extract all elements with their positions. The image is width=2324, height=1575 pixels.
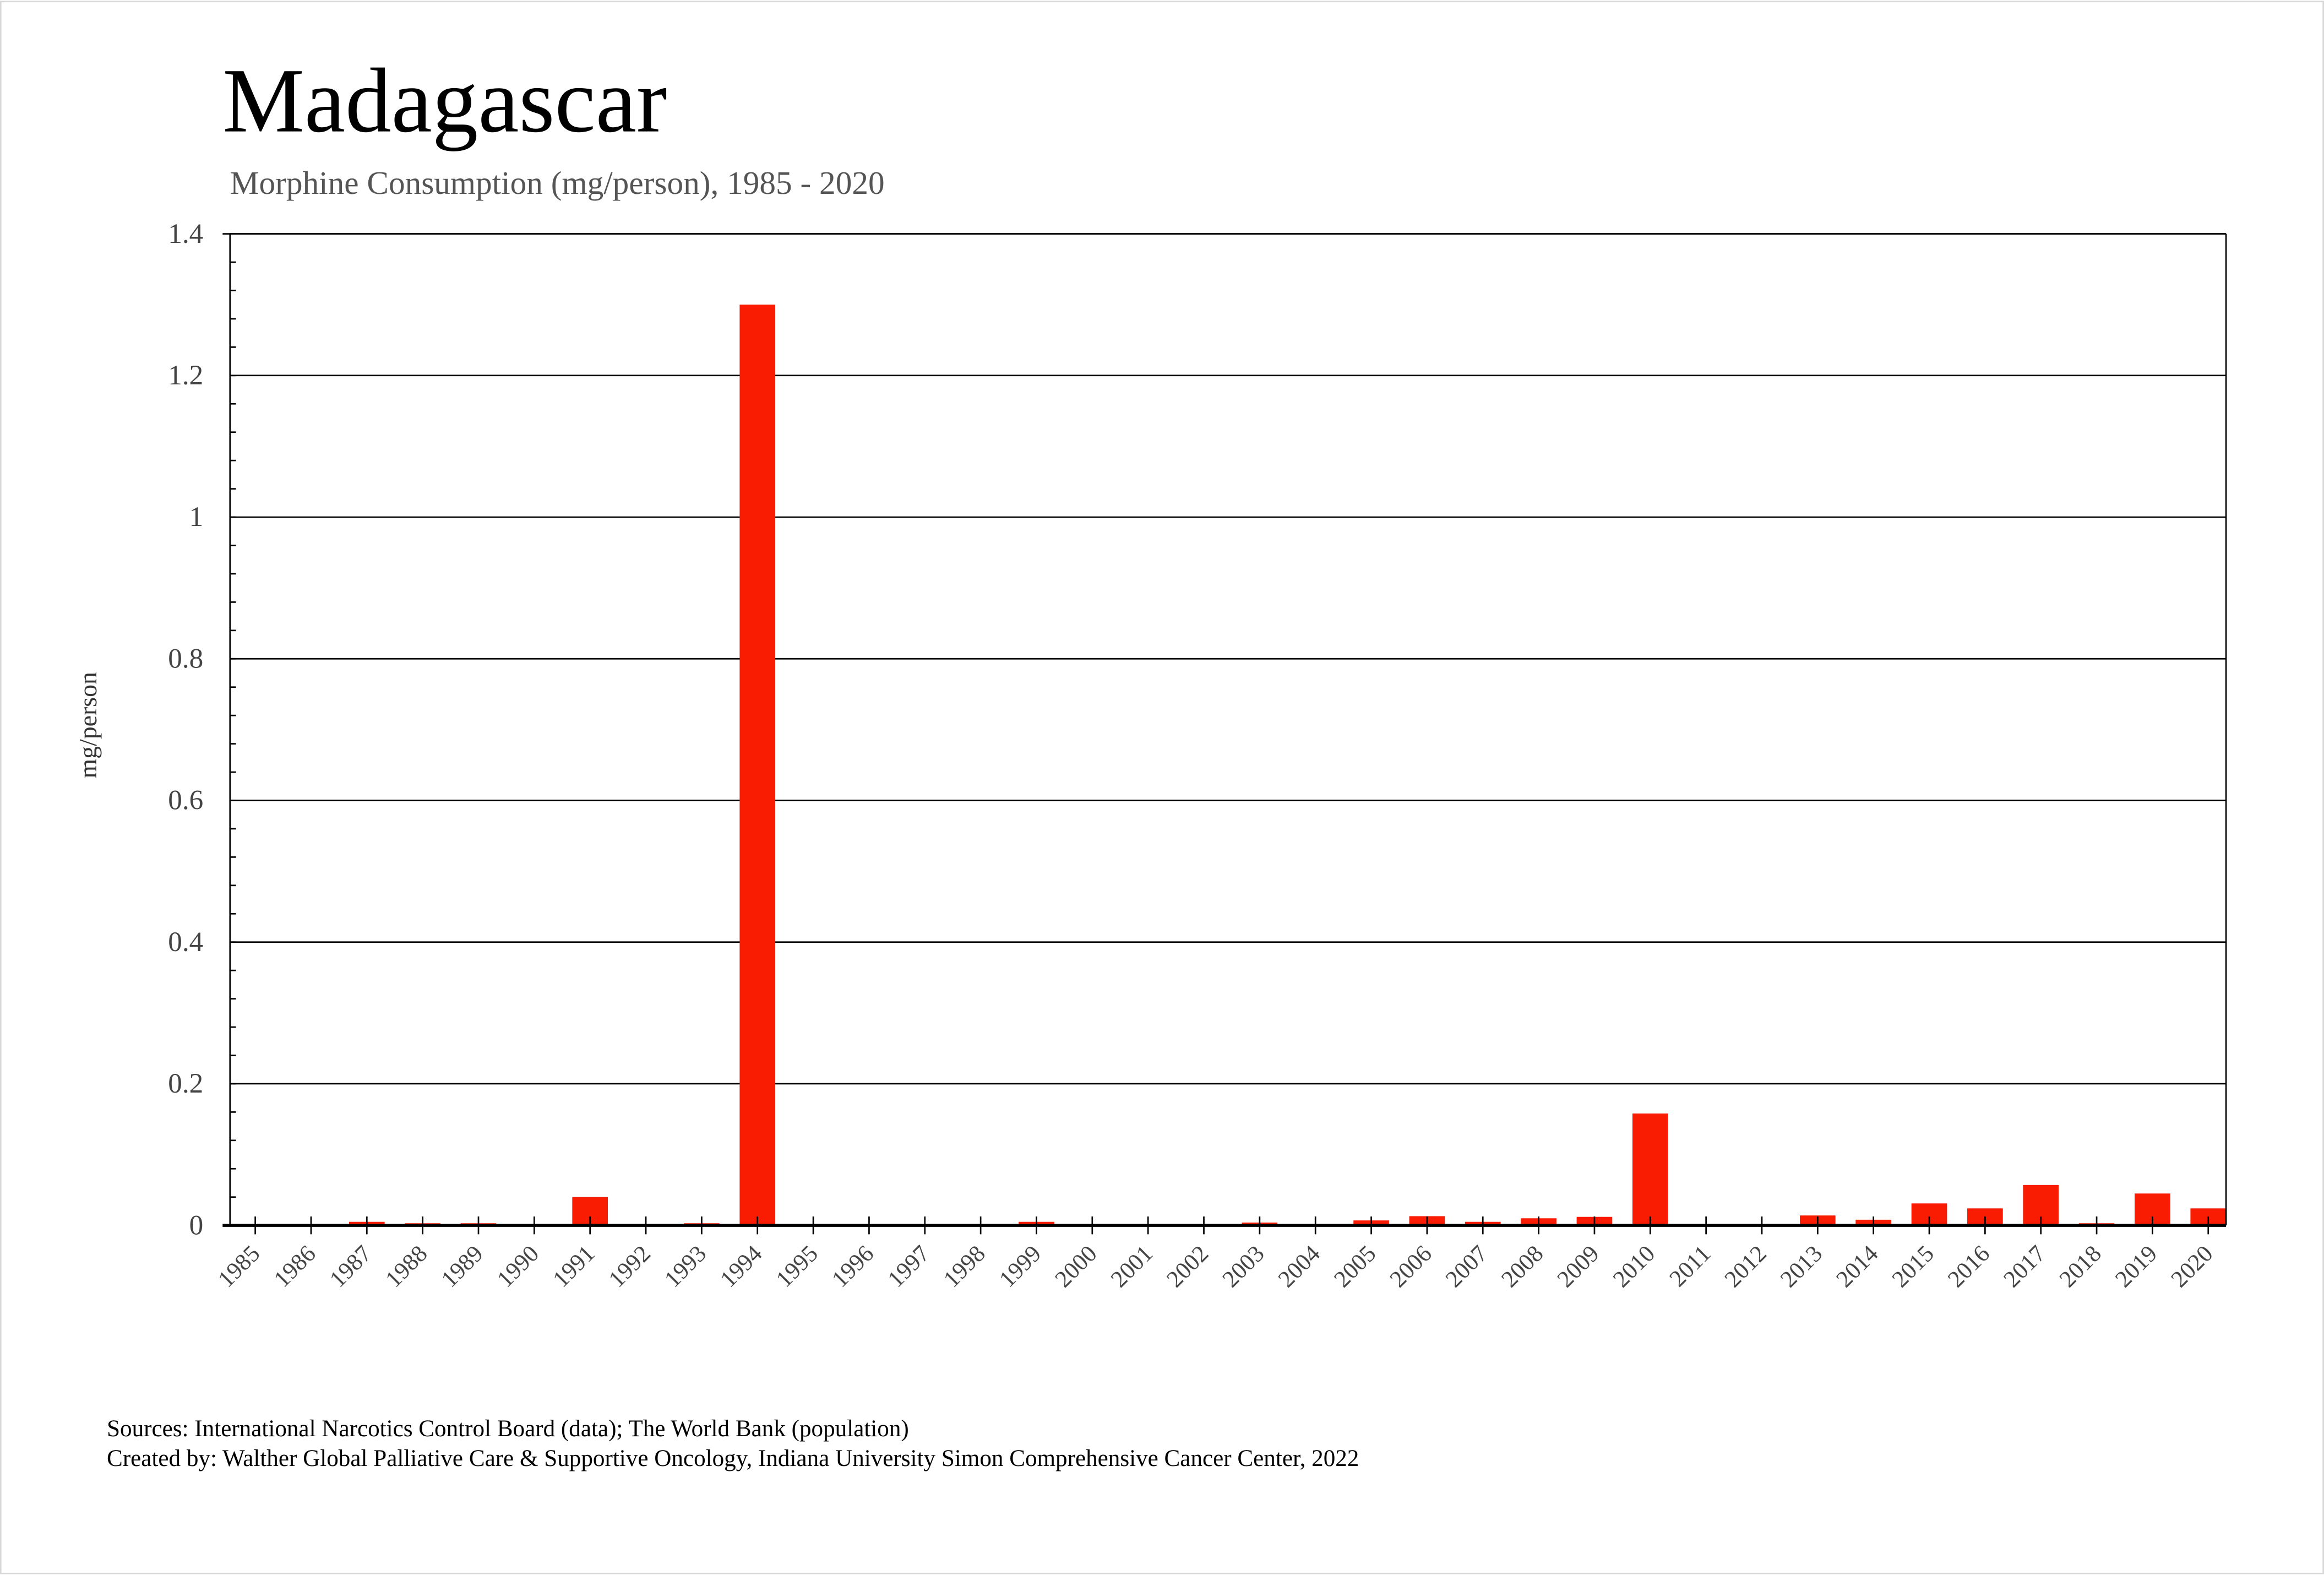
y-tick-label: 1.2 <box>168 360 203 391</box>
y-tick-label: 1 <box>189 501 204 533</box>
bar-1994 <box>739 305 776 1226</box>
chart-subtitle: Morphine Consumption (mg/person), 1985 -… <box>230 165 885 201</box>
y-tick-label: 1.4 <box>168 218 203 249</box>
y-tick-label: 0 <box>189 1209 204 1241</box>
axes <box>222 233 2227 1235</box>
footer-sources: Sources: International Narcotics Control… <box>107 1416 909 1442</box>
y-tick-label: 0.8 <box>168 643 203 674</box>
chart-title: Madagascar <box>222 50 667 152</box>
bar-2010 <box>1632 1113 1668 1226</box>
y-tick-label: 0.2 <box>168 1068 203 1099</box>
y-tick-label: 0.6 <box>168 785 203 816</box>
y-tick-label: 0.4 <box>168 926 203 958</box>
footer-created: Created by: Walther Global Palliative Ca… <box>107 1446 1359 1471</box>
y-tick-labels: 0 0.2 0.4 0.6 0.8 1 1.2 1.4 <box>168 218 203 1241</box>
bars <box>293 305 2227 1226</box>
y-axis-label: mg/person <box>74 672 102 778</box>
